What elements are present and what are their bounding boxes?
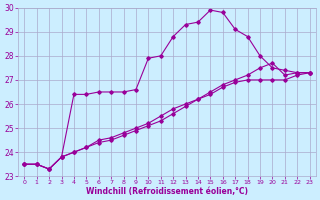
X-axis label: Windchill (Refroidissement éolien,°C): Windchill (Refroidissement éolien,°C)	[86, 187, 248, 196]
